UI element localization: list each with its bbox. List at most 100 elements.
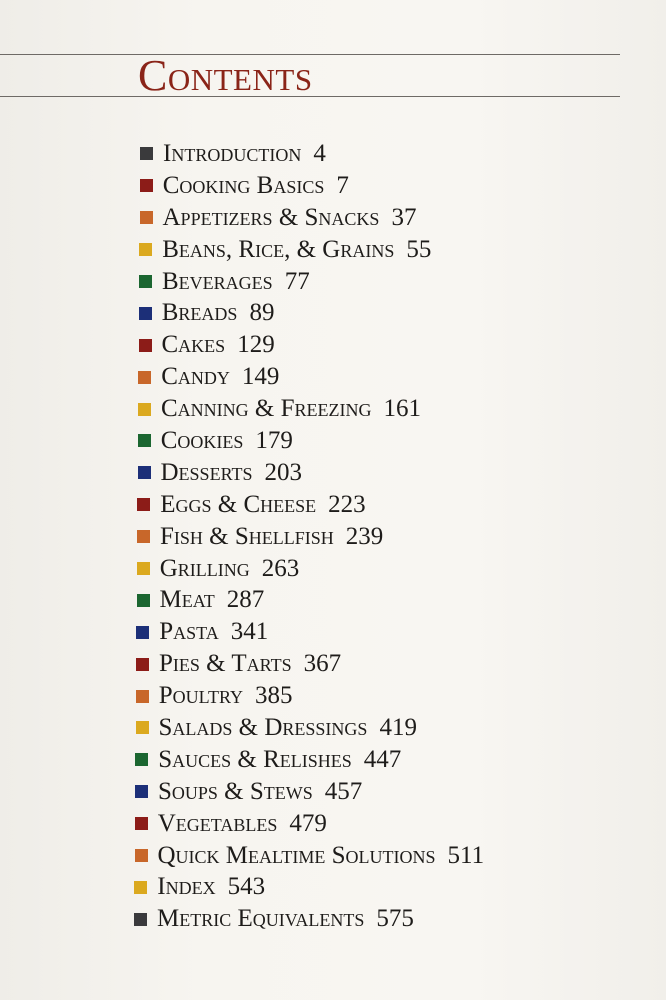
color-square-icon: [135, 753, 149, 767]
color-square-icon: [134, 849, 148, 863]
toc-entry[interactable]: Canning & Freezing 161: [138, 393, 484, 425]
toc-entry-page: 37: [391, 203, 417, 231]
toc-entry-label: Sauces & Relishes: [158, 745, 352, 773]
toc-entry-page: 7: [336, 171, 349, 199]
color-square-icon: [137, 498, 151, 512]
toc-entry-label: Metric Equivalents: [157, 905, 365, 933]
toc-entry-label: Eggs & Cheese: [160, 490, 317, 518]
toc-entry-page: 129: [237, 331, 275, 359]
toc-entry[interactable]: Meat 287: [136, 584, 485, 616]
color-square-icon: [137, 530, 150, 544]
toc-entry[interactable]: Cakes 129: [138, 329, 485, 361]
toc-entry[interactable]: Breads 89: [138, 297, 484, 329]
toc-entry[interactable]: Desserts 203: [137, 457, 485, 489]
toc-entry-label: Meat: [159, 586, 215, 614]
toc-entry-label: Beverages: [162, 267, 273, 295]
toc-entry-page: 149: [241, 363, 280, 391]
toc-entry-page: 89: [249, 299, 275, 327]
toc-entry-label: Grilling: [159, 554, 250, 582]
toc-entry[interactable]: Beverages 77: [139, 266, 484, 298]
toc-entry-page: 367: [303, 650, 342, 678]
toc-entry-label: Cookies: [160, 426, 244, 454]
toc-entry-page: 4: [313, 139, 326, 167]
color-square-icon: [137, 434, 151, 448]
toc-entry[interactable]: Salads & Dressings 419: [135, 712, 485, 744]
toc-entry[interactable]: Candy 149: [138, 361, 484, 393]
color-square-icon: [134, 817, 148, 831]
toc-entry[interactable]: Metric Equivalents 575: [134, 903, 484, 935]
toc-entry[interactable]: Soups & Stews 457: [135, 776, 484, 808]
toc-entry-page: 239: [345, 522, 384, 550]
color-square-icon: [139, 211, 153, 225]
toc-entry-label: Poultry: [158, 682, 244, 710]
toc-entry-label: Pies & Tarts: [159, 650, 292, 678]
toc-entry[interactable]: Cookies 179: [137, 425, 484, 457]
toc-entry-label: Index: [157, 873, 216, 901]
toc-entry-label: Canning & Freezing: [161, 395, 372, 423]
page-title: Contents: [138, 51, 313, 100]
toc-entry-label: Vegetables: [157, 809, 278, 837]
toc-entry-page: 287: [226, 586, 265, 614]
toc-entry[interactable]: Pasta 341: [136, 616, 484, 648]
toc-entry-page: 511: [447, 841, 485, 869]
toc-entry-page: 55: [406, 235, 432, 263]
color-square-icon: [139, 243, 153, 257]
color-square-icon: [138, 402, 151, 416]
toc-entry-label: Salads & Dressings: [158, 713, 368, 741]
toc-entry-page: 179: [255, 426, 293, 454]
toc-entry-page: 77: [284, 267, 310, 295]
color-square-icon: [138, 338, 152, 352]
top-rule: [0, 54, 620, 55]
table-of-contents: Introduction 4 Cooking Basics 7 Appetizers &…: [134, 138, 485, 935]
color-square-icon: [138, 370, 152, 384]
color-square-icon: [139, 275, 152, 288]
toc-entry[interactable]: Eggs & Cheese 223: [137, 489, 484, 521]
color-square-icon: [136, 593, 150, 607]
toc-entry-page: 341: [230, 618, 269, 646]
toc-entry[interactable]: Sauces & Relishes 447: [135, 744, 484, 776]
toc-entry-label: Cooking Basics: [162, 171, 325, 199]
toc-entry-label: Breads: [161, 299, 238, 327]
toc-entry-page: 479: [289, 809, 327, 837]
toc-entry[interactable]: Introduction 4: [140, 138, 484, 170]
color-square-icon: [135, 785, 148, 799]
toc-entry-label: Pasta: [159, 618, 219, 646]
color-square-icon: [136, 657, 149, 671]
color-square-icon: [136, 625, 150, 639]
toc-entry[interactable]: Appetizers & Snacks 37: [139, 202, 485, 234]
color-square-icon: [140, 147, 153, 161]
toc-entry-page: 447: [363, 745, 402, 773]
toc-entry-label: Introduction: [163, 139, 302, 167]
toc-entry-page: 457: [324, 777, 363, 805]
toc-entry-page: 161: [383, 395, 422, 423]
toc-entry-page: 263: [261, 554, 300, 582]
color-square-icon: [138, 306, 152, 320]
color-square-icon: [137, 466, 151, 480]
toc-entry[interactable]: Quick Mealtime Solutions 511: [134, 840, 485, 872]
toc-entry-page: 575: [376, 905, 414, 933]
color-square-icon: [134, 912, 147, 926]
color-square-icon: [135, 721, 149, 735]
color-square-icon: [135, 689, 149, 703]
toc-entry-label: Appetizers & Snacks: [162, 203, 380, 231]
toc-entry[interactable]: Poultry 385: [135, 680, 484, 712]
toc-entry-label: Beans, Rice, & Grains: [162, 235, 395, 263]
color-square-icon: [139, 179, 153, 193]
toc-entry-label: Soups & Stews: [158, 777, 313, 805]
toc-entry-label: Fish & Shellfish: [160, 522, 334, 550]
toc-entry[interactable]: Beans, Rice, & Grains 55: [139, 234, 484, 266]
toc-entry[interactable]: Pies & Tarts 367: [136, 648, 484, 680]
color-square-icon: [134, 880, 148, 894]
toc-entry[interactable]: Index 543: [134, 871, 484, 903]
toc-entry-page: 223: [328, 490, 366, 518]
toc-entry[interactable]: Cooking Basics 7: [139, 170, 484, 202]
toc-entry-page: 419: [379, 713, 417, 741]
toc-entry-page: 385: [255, 682, 293, 710]
toc-entry-label: Cakes: [161, 331, 226, 359]
toc-entry[interactable]: Fish & Shellfish 239: [137, 521, 484, 553]
toc-entry[interactable]: Grilling 263: [136, 553, 484, 585]
toc-entry[interactable]: Vegetables 479: [134, 808, 484, 840]
toc-entry-label: Quick Mealtime Solutions: [157, 841, 436, 869]
toc-entry-label: Desserts: [160, 458, 253, 486]
